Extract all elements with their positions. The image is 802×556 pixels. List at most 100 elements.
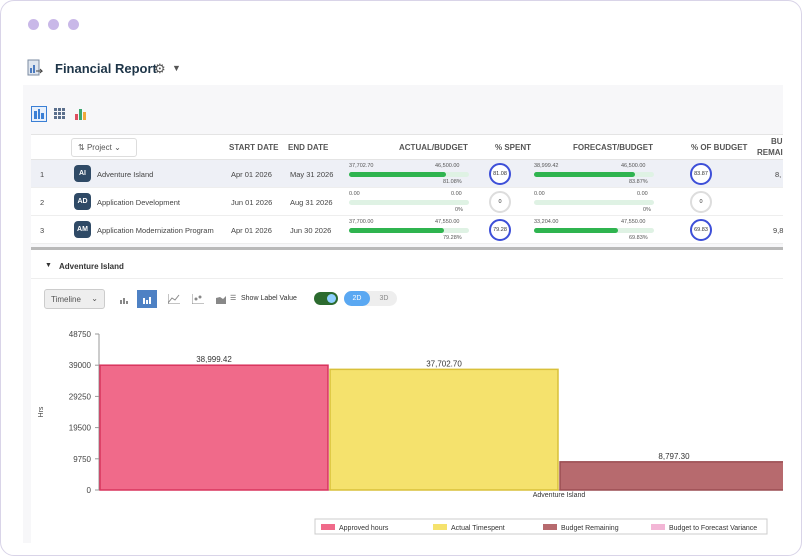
budget-value: 46,500.00 bbox=[435, 163, 460, 169]
column-budget-remaining[interactable]: BU bbox=[771, 137, 783, 146]
project-name[interactable]: Application Development bbox=[97, 198, 180, 207]
actual-percent: 0% bbox=[455, 207, 463, 213]
row-number: 2 bbox=[40, 198, 45, 207]
legend-swatch bbox=[321, 524, 335, 530]
forecast-value: 33,204.00 bbox=[534, 219, 559, 225]
actual-value: 37,700.00 bbox=[349, 219, 374, 225]
bar-actual-timespent bbox=[329, 368, 559, 491]
seg-3d-button[interactable]: 3D bbox=[379, 295, 389, 302]
start-date: Jun 01 2026 bbox=[231, 198, 273, 207]
dimension-switch: 2D 3D bbox=[344, 291, 397, 306]
project-name[interactable]: Application Modernization Program bbox=[97, 226, 214, 235]
projects-table: ⇅ Project ⌄ START DATE END DATE ACTUAL/B… bbox=[31, 134, 783, 244]
actual-progress-bar bbox=[349, 228, 469, 233]
legend-label: Approved hours bbox=[339, 525, 389, 532]
actual-percent: 79.28% bbox=[443, 235, 462, 241]
actual-value: 0.00 bbox=[349, 191, 360, 197]
view-toolbar bbox=[31, 106, 89, 122]
table-row[interactable]: 2 AD Application Development Jun 01 2026… bbox=[31, 188, 783, 216]
chart-view-icon[interactable] bbox=[73, 106, 89, 122]
y-tick-label: 39000 bbox=[69, 361, 92, 370]
column-pct-of-budget[interactable]: % OF BUDGET bbox=[691, 143, 748, 152]
column-budget-remaining-2: REMAI bbox=[757, 148, 783, 157]
bar-data-label: 37,702.70 bbox=[426, 359, 462, 368]
start-date: Apr 01 2026 bbox=[231, 170, 272, 179]
chevron-down-icon: ⌄ bbox=[91, 294, 98, 303]
avatar: AD bbox=[74, 193, 91, 210]
column-start-date[interactable]: START DATE bbox=[229, 143, 279, 152]
chevron-down-icon: ⌄ bbox=[114, 143, 121, 152]
remaining-value: 8, bbox=[775, 170, 782, 179]
column-end-date[interactable]: END DATE bbox=[288, 143, 329, 152]
budget-ring: 0 bbox=[690, 191, 712, 213]
grid-chart-view-icon[interactable] bbox=[31, 106, 47, 122]
x-category-label: Adventure Island bbox=[533, 492, 586, 499]
chevron-down-icon[interactable]: ▼ bbox=[172, 63, 181, 73]
app-container: Financial Report ⚙ ▼ ⇅ Project ⌄ S bbox=[23, 53, 783, 543]
legend-label: Budget Remaining bbox=[561, 525, 619, 532]
legend-box bbox=[314, 518, 768, 535]
legend-swatch bbox=[543, 524, 557, 530]
spent-ring: 81.08 bbox=[489, 163, 511, 185]
legend-label: Budget to Forecast Variance bbox=[669, 525, 757, 532]
end-date: May 31 2026 bbox=[290, 170, 334, 179]
legend-label: Actual Timespent bbox=[451, 525, 505, 532]
budget-ring: 69.83 bbox=[690, 219, 712, 241]
bar-chart-type-icon[interactable] bbox=[114, 290, 134, 308]
timeline-dropdown[interactable]: Timeline ⌄ bbox=[44, 289, 105, 309]
legend-swatch bbox=[433, 524, 447, 530]
spent-ring: 79.28 bbox=[489, 219, 511, 241]
window-dot-icon[interactable] bbox=[48, 19, 59, 30]
window-dot-icon[interactable] bbox=[28, 19, 39, 30]
table-row[interactable]: 1 AI Adventure Island Apr 01 2026 May 31… bbox=[31, 160, 783, 188]
title-bar: Financial Report ⚙ ▼ bbox=[23, 53, 783, 85]
bar-data-label: 8,797.30 bbox=[658, 452, 690, 461]
column-project: Project bbox=[86, 143, 112, 152]
bar-budget-remaining bbox=[559, 461, 783, 491]
table-row[interactable]: 3 AM Application Modernization Program A… bbox=[31, 216, 783, 244]
window-controls bbox=[28, 19, 79, 30]
forecast-percent: 69.83% bbox=[629, 235, 648, 241]
budget-ring: 83.87 bbox=[690, 163, 712, 185]
divider bbox=[31, 278, 783, 279]
y-tick-label: 48750 bbox=[69, 330, 92, 339]
sort-icon: ⇅ bbox=[78, 143, 85, 152]
column-chart-type-icon[interactable] bbox=[137, 290, 157, 308]
forecast-progress-bar bbox=[534, 172, 654, 177]
y-tick-label: 9750 bbox=[73, 455, 91, 464]
gear-icon[interactable]: ⚙ bbox=[154, 61, 166, 76]
forecast-budget-value: 0.00 bbox=[637, 191, 648, 197]
bar-data-label: 38,999.42 bbox=[196, 355, 232, 364]
budget-value: 0.00 bbox=[451, 191, 462, 197]
seg-2d-button[interactable]: 2D bbox=[344, 291, 370, 306]
column-forecast-budget[interactable]: FORECAST/BUDGET bbox=[573, 143, 653, 152]
remaining-value: 9,8 bbox=[773, 226, 784, 235]
column-actual-budget[interactable]: ACTUAL/BUDGET bbox=[399, 143, 468, 152]
page-title: Financial Report bbox=[55, 61, 157, 76]
scatter-chart-type-icon[interactable] bbox=[188, 290, 208, 308]
end-date: Aug 31 2026 bbox=[290, 198, 333, 207]
show-label-value-toggle[interactable] bbox=[314, 292, 338, 305]
end-date: Jun 30 2026 bbox=[290, 226, 332, 235]
spent-ring: 0 bbox=[489, 191, 511, 213]
column-pct-spent[interactable]: % SPENT bbox=[495, 143, 532, 152]
y-axis-label: Hrs bbox=[38, 406, 45, 417]
grid-view-icon[interactable] bbox=[52, 106, 68, 122]
y-tick-label: 19500 bbox=[69, 424, 92, 433]
row-number: 1 bbox=[40, 170, 45, 179]
area-chart-type-icon[interactable] bbox=[211, 290, 231, 308]
avatar: AI bbox=[74, 165, 91, 182]
actual-value: 37,702.70 bbox=[349, 163, 374, 169]
collapse-arrow-icon[interactable]: ▼ bbox=[45, 262, 52, 269]
table-header: ⇅ Project ⌄ START DATE END DATE ACTUAL/B… bbox=[31, 134, 783, 160]
project-name[interactable]: Adventure Island bbox=[97, 170, 154, 179]
line-chart-type-icon[interactable] bbox=[164, 290, 184, 308]
show-label-value-text: Show Label Value bbox=[241, 295, 297, 302]
project-column-filter[interactable]: ⇅ Project ⌄ bbox=[71, 138, 137, 157]
forecast-budget-value: 47,550.00 bbox=[621, 219, 646, 225]
start-date: Apr 01 2026 bbox=[231, 226, 272, 235]
row-number: 3 bbox=[40, 226, 45, 235]
actual-progress-bar bbox=[349, 200, 469, 205]
window-dot-icon[interactable] bbox=[68, 19, 79, 30]
section-title: Adventure Island bbox=[59, 262, 124, 271]
